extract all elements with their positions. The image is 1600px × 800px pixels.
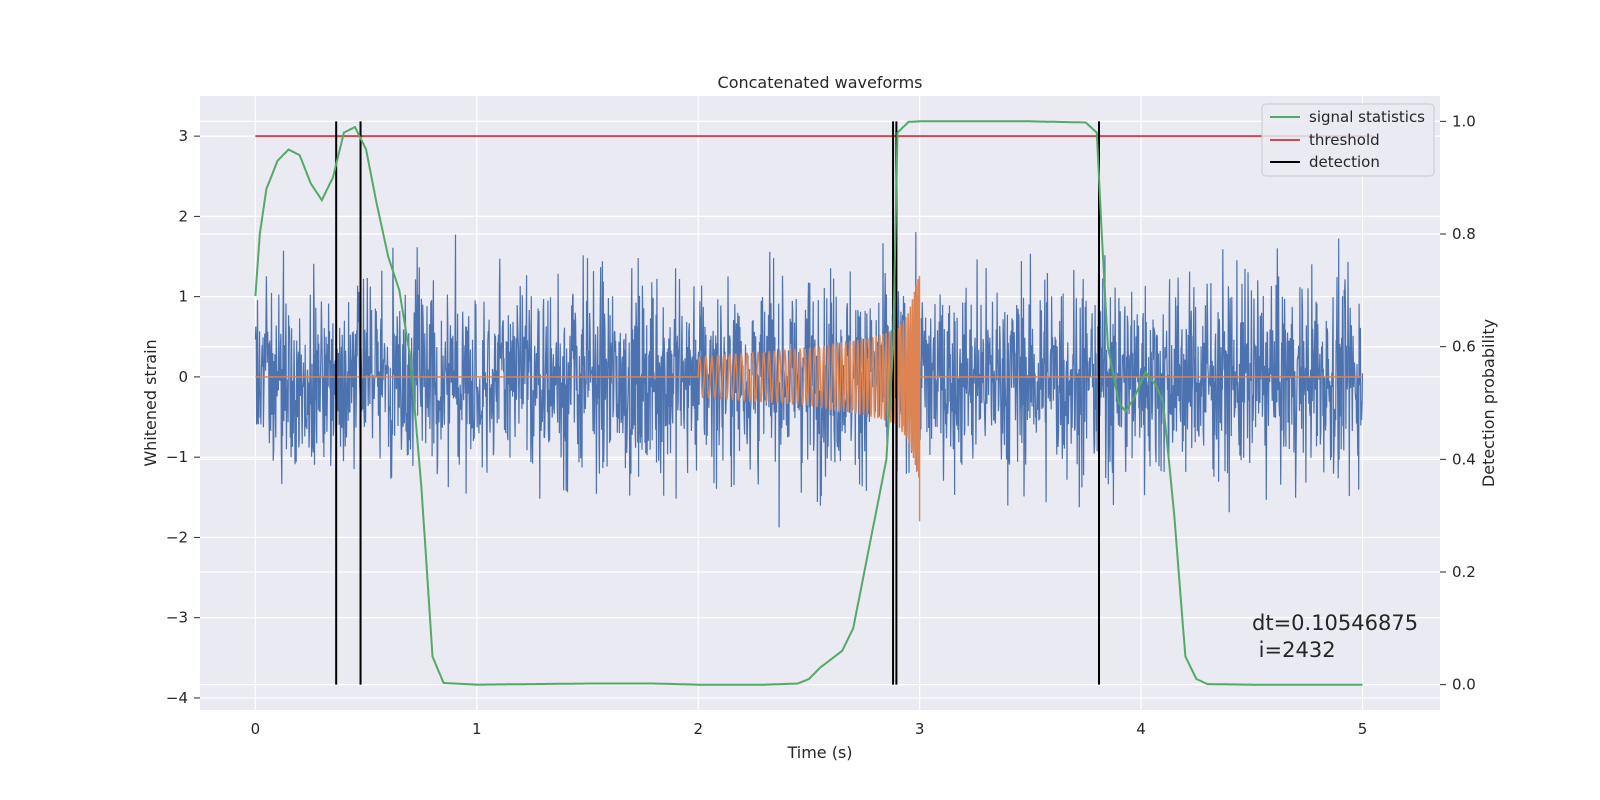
legend-label-threshold: threshold	[1309, 131, 1380, 149]
y-tick-label: −2	[166, 528, 188, 546]
y-axis-label: Whitened strain	[141, 339, 160, 466]
y-tick-label: −1	[166, 448, 188, 466]
x-tick-label: 5	[1358, 720, 1368, 738]
detection-lines	[335, 121, 1100, 685]
x-axis: 0 1 2 3 4 5	[251, 720, 1368, 738]
x-tick-label: 0	[251, 720, 261, 738]
annotation-line-2: i=2432	[1252, 638, 1336, 662]
y-axis-left: −4 −3 −2 −1 0 1 2 3	[166, 127, 200, 707]
y2-tick-label: 0.8	[1452, 225, 1476, 243]
legend-label-statistics: signal statistics	[1309, 108, 1425, 126]
legend-label-detection: detection	[1309, 153, 1380, 171]
y-axis-right: 0.0 0.2 0.4 0.6 0.8 1.0	[1440, 112, 1476, 694]
annotation: dt=0.10546875 i=2432	[1252, 611, 1418, 662]
y-tick-label: 0	[178, 368, 188, 386]
y-tick-label: 2	[178, 207, 188, 225]
y-tick-label: 1	[178, 288, 188, 306]
y2-tick-label: 0.6	[1452, 338, 1476, 356]
waveform-series-line	[255, 275, 1363, 522]
signal-statistics-series-line	[254, 120, 1363, 686]
chart-title: Concatenated waveforms	[718, 73, 923, 92]
annotation-line-1: dt=0.10546875	[1252, 611, 1418, 635]
x-tick-label: 2	[693, 720, 703, 738]
x-tick-label: 4	[1136, 720, 1146, 738]
legend-box	[1261, 103, 1435, 177]
x-tick-label: 3	[915, 720, 925, 738]
plot-area	[254, 120, 1374, 686]
x-axis-label: Time (s)	[786, 743, 852, 762]
y2-tick-label: 0.2	[1452, 563, 1476, 581]
y2-axis-label: Detection probability	[1479, 319, 1498, 487]
y2-tick-label: 0.0	[1452, 676, 1476, 694]
y-tick-label: 3	[178, 127, 188, 145]
y2-tick-label: 1.0	[1452, 112, 1476, 130]
y2-tick-label: 0.4	[1452, 450, 1476, 468]
y-tick-label: −4	[166, 689, 188, 707]
legend: signal statistics threshold detection	[1261, 103, 1435, 177]
x-tick-label: 1	[472, 720, 482, 738]
y-tick-label: −3	[166, 609, 188, 627]
